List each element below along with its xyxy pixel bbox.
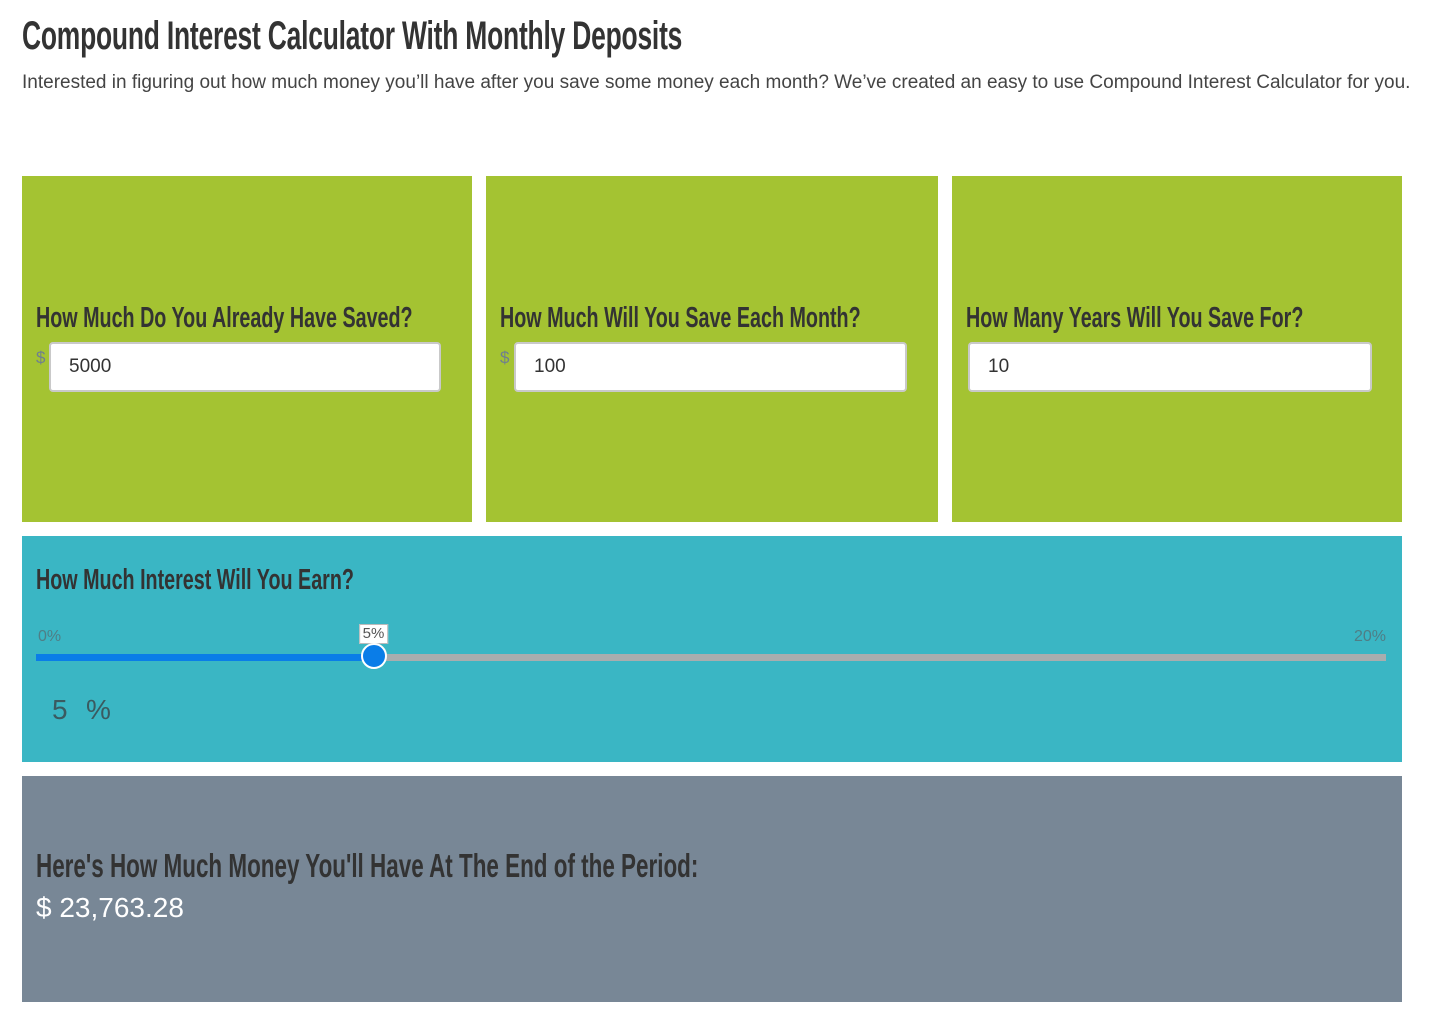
result-amount: $ 23,763.28 — [36, 892, 184, 923]
interest-rate-unit: % — [86, 694, 111, 725]
intro-text: Interested in figuring out how much mone… — [22, 72, 1411, 93]
monthly-currency-sign: $ — [500, 348, 510, 367]
interest-slider-fill — [36, 654, 374, 661]
saved-label: How Much Do You Already Have Saved? — [36, 302, 413, 334]
saved-panel: How Much Do You Already Have Saved? $ — [22, 176, 472, 522]
monthly-label: How Much Will You Save Each Month? — [500, 302, 861, 334]
interest-slider-handle[interactable] — [360, 643, 387, 669]
interest-slider-track[interactable] — [36, 654, 1386, 661]
years-panel: How Many Years Will You Save For? — [952, 176, 1402, 522]
result-label: Here's How Much Money You'll Have At The… — [36, 847, 699, 884]
interest-label: How Much Interest Will You Earn? — [36, 564, 354, 596]
slider-max-label: 20% — [1353, 628, 1386, 645]
saved-amount-input[interactable] — [49, 342, 441, 392]
saved-currency-sign: $ — [36, 348, 46, 367]
years-label: How Many Years Will You Save For? — [966, 302, 1304, 334]
result-panel: Here's How Much Money You'll Have At The… — [22, 776, 1402, 1002]
page-title: Compound Interest Calculator With Monthl… — [22, 14, 683, 58]
years-input[interactable] — [968, 342, 1372, 392]
monthly-panel: How Much Will You Save Each Month? $ — [486, 176, 938, 522]
monthly-amount-input[interactable] — [514, 342, 907, 392]
slider-min-label: 0% — [38, 628, 62, 645]
interest-slider-tooltip: 5% — [358, 624, 389, 644]
interest-rate-value: 5 — [52, 694, 68, 725]
interest-panel: How Much Interest Will You Earn? 0% 20% … — [22, 536, 1402, 762]
